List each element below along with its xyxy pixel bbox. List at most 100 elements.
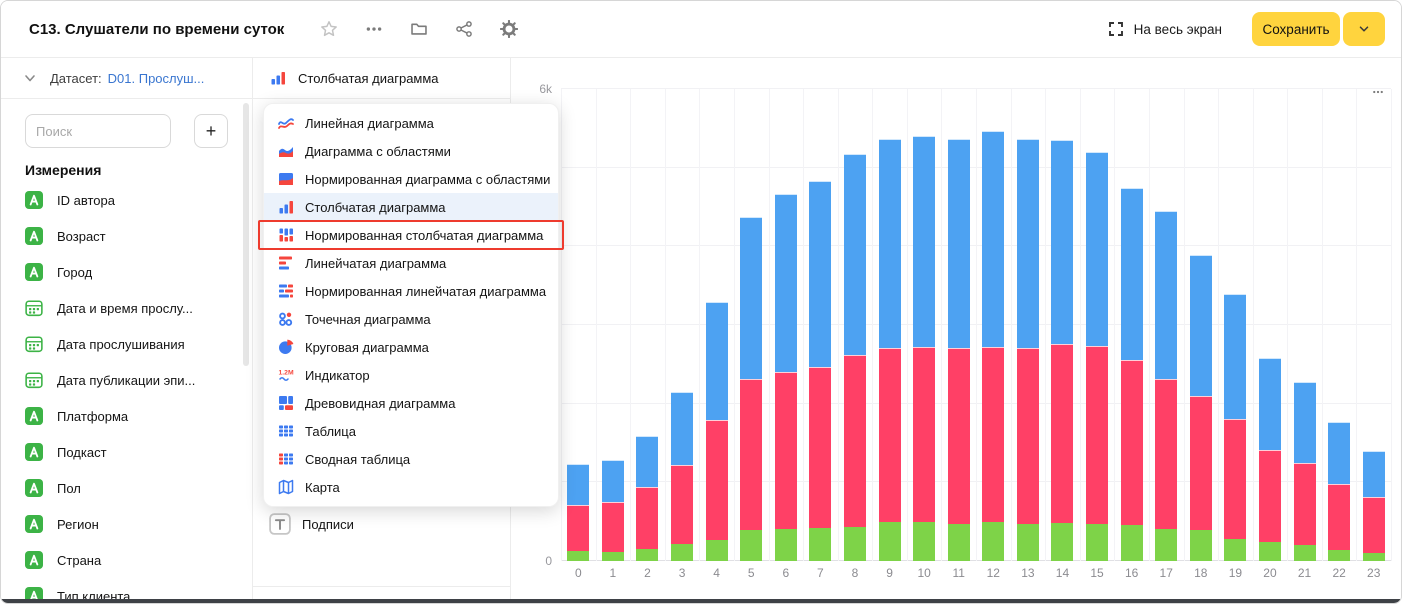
bar-segment-series-green	[1086, 524, 1109, 561]
chart-type-menu-item[interactable]: Нормированная диаграмма с областями	[264, 165, 558, 193]
chart-type-menu-item[interactable]: Древовидная диаграмма	[264, 389, 558, 417]
dataset-row: Датасет: D01. Прослуш...	[1, 58, 252, 99]
bar-hour-23[interactable]	[1362, 450, 1385, 561]
chart-menu-icon[interactable]	[1368, 85, 1388, 97]
bar-segment-series-red	[1155, 379, 1178, 530]
chevron-down-icon[interactable]	[23, 71, 37, 85]
bar-segment-series-green	[601, 551, 624, 561]
chart-type-menu-item[interactable]: Сводная таблица	[264, 445, 558, 473]
bar-segment-series-red	[774, 372, 797, 529]
bar-hour-16[interactable]	[1120, 188, 1143, 561]
bar-segment-series-red	[1328, 483, 1351, 551]
bar-hour-3[interactable]	[671, 392, 694, 561]
more-icon[interactable]	[365, 20, 383, 38]
gridline	[561, 89, 562, 561]
bar-segment-series-green	[1362, 552, 1385, 561]
bar-hour-12[interactable]	[982, 130, 1005, 561]
bar-hour-8[interactable]	[843, 153, 866, 561]
star-icon[interactable]	[320, 20, 338, 38]
field-item[interactable]: ID автора	[1, 182, 252, 218]
bar-hour-11[interactable]	[947, 139, 970, 561]
chart-type-menu-item[interactable]: 1.2M Индикатор	[264, 361, 558, 389]
bar-hour-17[interactable]	[1155, 210, 1178, 561]
area-normalized-icon	[278, 171, 294, 187]
bar-hour-4[interactable]	[705, 301, 728, 561]
x-axis-label: 19	[1228, 566, 1243, 580]
gridline	[733, 89, 735, 561]
bar-hour-10[interactable]	[913, 136, 936, 561]
svg-text:1.2M: 1.2M	[279, 370, 294, 377]
folder-icon[interactable]	[410, 20, 428, 38]
bar-segment-series-blue	[947, 139, 970, 348]
dimension-date-icon	[25, 371, 43, 389]
bar-segment-series-green	[913, 522, 936, 561]
field-label: Страна	[57, 552, 102, 568]
chart-type-selector[interactable]: Столбчатая диаграмма	[253, 58, 510, 99]
gear-icon[interactable]	[500, 20, 519, 38]
fullscreen-icon	[1108, 21, 1124, 37]
bar-hour-14[interactable]	[1051, 140, 1074, 561]
x-axis-label: 20	[1263, 566, 1277, 580]
field-item[interactable]: Город	[1, 254, 252, 290]
bar-segment-series-blue	[1189, 255, 1212, 396]
field-label: Регион	[57, 516, 99, 532]
save-button[interactable]: Сохранить	[1252, 12, 1340, 46]
field-label: Возраст	[57, 228, 106, 244]
bar-segment-series-green	[1051, 523, 1074, 561]
bar-hour-9[interactable]	[878, 139, 901, 561]
bar-hour-1[interactable]	[601, 459, 624, 561]
dataset-link[interactable]: D01. Прослуш...	[107, 70, 205, 86]
field-item[interactable]: Возраст	[1, 218, 252, 254]
bar-hour-15[interactable]	[1086, 151, 1109, 561]
dimension-string-icon	[25, 407, 43, 425]
menu-item-label: Индикатор	[305, 367, 370, 383]
fullscreen-button[interactable]: На весь экран	[1108, 21, 1222, 37]
chart-type-menu-item[interactable]: Линейчатая диаграмма	[264, 249, 558, 277]
save-dropdown-button[interactable]	[1343, 12, 1385, 46]
window-bottom-edge	[1, 599, 1401, 603]
bar-segment-series-blue	[1293, 382, 1316, 463]
field-item[interactable]: Дата прослушивания	[1, 326, 252, 362]
search-input[interactable]	[25, 114, 171, 148]
bar-segment-series-red	[878, 347, 901, 522]
bar-hour-19[interactable]	[1224, 294, 1247, 561]
chart-type-menu-item[interactable]: Нормированная столбчатая диаграмма	[258, 220, 564, 250]
field-label: Платформа	[57, 408, 129, 424]
x-axis-label: 9	[886, 566, 893, 580]
chart-type-menu-item[interactable]: Нормированная линейчатая диаграмма	[264, 277, 558, 305]
chart-type-menu-item[interactable]: Таблица	[264, 417, 558, 445]
bar-segment-series-red	[601, 502, 624, 552]
bar-hour-6[interactable]	[774, 194, 797, 561]
bar-hour-21[interactable]	[1293, 382, 1316, 561]
bar-hour-22[interactable]	[1328, 421, 1351, 561]
bar-hour-0[interactable]	[567, 463, 590, 561]
chart-type-menu-item[interactable]: Точечная диаграмма	[264, 305, 558, 333]
labels-setting-row[interactable]: Подписи	[269, 513, 354, 535]
field-item[interactable]: Платформа	[1, 398, 252, 434]
field-item[interactable]: Дата и время прослу...	[1, 290, 252, 326]
field-item[interactable]: Дата публикации эпи...	[1, 362, 252, 398]
bar-hour-13[interactable]	[1016, 139, 1039, 561]
add-field-button[interactable]: +	[194, 114, 228, 148]
chart-type-menu-item[interactable]: Линейная диаграмма	[264, 109, 558, 137]
bar-hour-5[interactable]	[740, 217, 763, 561]
bar-segment-series-red	[1120, 360, 1143, 526]
field-item[interactable]: Регион	[1, 506, 252, 542]
gridline	[1079, 89, 1081, 561]
chart-type-menu-item[interactable]: Диаграмма с областями	[264, 137, 558, 165]
bar-hour-7[interactable]	[809, 181, 832, 561]
chart-type-menu-item[interactable]: Круговая диаграмма	[264, 333, 558, 361]
field-item[interactable]: Пол	[1, 470, 252, 506]
bar-segment-series-blue	[982, 130, 1005, 348]
gridline	[872, 89, 874, 561]
sidebar-scrollbar[interactable]	[243, 103, 249, 366]
chart-type-menu-item[interactable]: Карта	[264, 473, 558, 501]
field-item[interactable]: Подкаст	[1, 434, 252, 470]
bar-hour-20[interactable]	[1258, 358, 1281, 561]
bar-hour-2[interactable]	[636, 435, 659, 561]
x-axis-label: 14	[1055, 566, 1070, 580]
bar-hour-18[interactable]	[1189, 255, 1212, 561]
share-icon[interactable]	[455, 20, 473, 38]
chart-type-menu-item[interactable]: Столбчатая диаграмма	[264, 193, 558, 221]
field-item[interactable]: Страна	[1, 542, 252, 578]
